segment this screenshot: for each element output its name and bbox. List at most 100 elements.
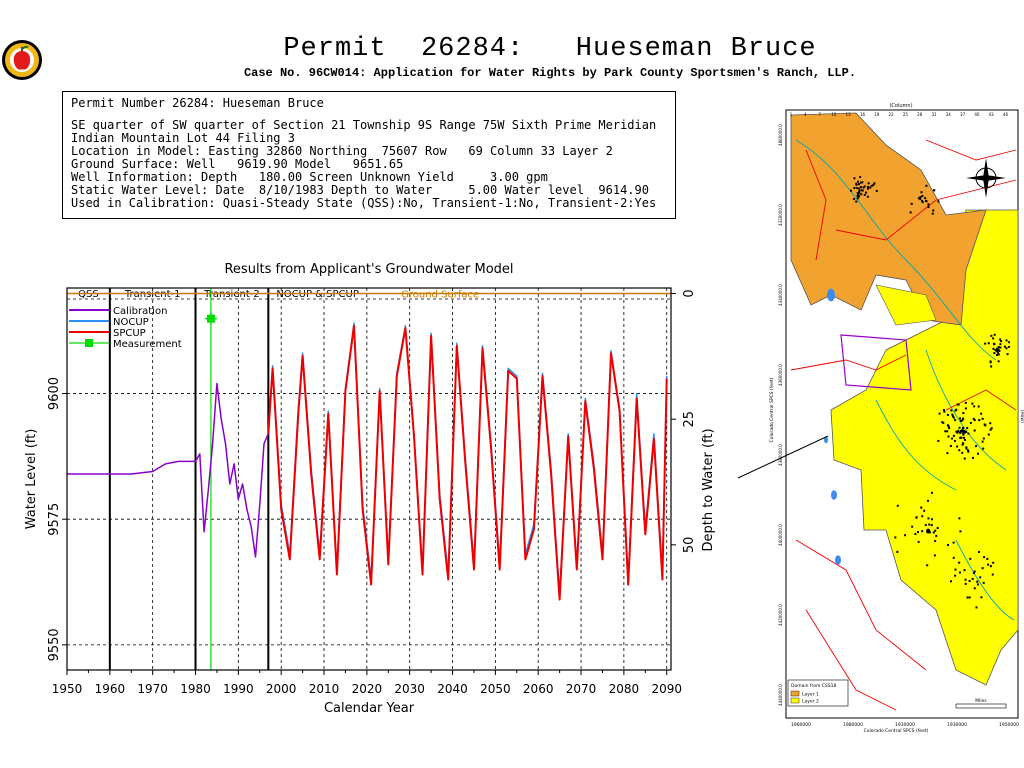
map-well [866,195,869,198]
map-legend-label: Layer 1 [802,692,819,698]
map-lake [835,555,841,565]
map-well [958,561,961,564]
map-well [865,191,868,194]
map-well [983,556,986,559]
map-well [856,197,859,200]
map-well [960,436,963,439]
map-well [936,527,939,530]
map-well [927,499,930,502]
map-legend-swatch [790,697,800,704]
map-well [1006,353,1009,356]
map-well [969,421,972,424]
map-well [931,212,934,215]
map-well [941,421,944,424]
map-well [947,425,950,428]
y2-tick-label: 50 [682,537,697,554]
map-well [965,446,968,449]
legend-label-calibration: Calibration [113,306,167,317]
map-well [896,504,899,507]
map-well [959,417,962,420]
map-well [961,430,964,433]
map-well [863,185,866,188]
map-well [964,578,967,581]
map-well [904,534,907,537]
map-column-number: 7 [818,112,821,117]
map-well [856,180,859,183]
map-well [921,201,924,204]
map-well [996,349,999,352]
map-well [1007,341,1010,344]
page-title: Permit 26284: Hueseman Bruce [283,34,817,64]
map-well [1007,345,1010,348]
map-well [870,184,873,187]
measurement-marker-cross [204,312,217,325]
map-well [994,348,997,351]
map-legend-label: Layer 2 [802,699,819,705]
map-stream [925,349,1007,471]
map-well [952,434,955,437]
x-tick-label: 2050 [480,682,511,696]
map-well [924,523,927,526]
map-well [972,572,975,575]
map-well [951,413,954,416]
map-well [928,531,931,534]
map-well [949,444,952,447]
map-well [855,183,858,186]
map-well [921,195,924,198]
plot-frame [66,287,672,671]
legend-label-measurement: Measurement [113,339,182,350]
map-column-number: 22 [889,112,895,117]
map-well [921,530,924,533]
series-line-spcup [267,324,668,601]
map-top-axis-label: (Column) [889,103,912,109]
map-well [973,570,976,573]
y-tick-label: 9575 [47,503,62,536]
map-well [964,582,967,585]
map-northing-label: 4340000.0 [778,284,783,306]
map-well [972,417,975,420]
map-well [872,183,875,186]
period-label: QSS [78,289,99,300]
map-well [965,447,968,450]
map-well [957,429,960,432]
map-column-number: 16 [860,112,866,117]
map-well [966,427,969,430]
period-label: Transient-1 [124,289,181,300]
map-well [992,337,995,340]
map-well [923,509,926,512]
map-well [996,348,999,351]
map-well [956,431,959,434]
map-well [867,185,870,188]
map-well [917,197,920,200]
map-well [853,198,856,201]
map-well [961,451,964,454]
map-well [932,209,935,212]
map-well [958,517,961,520]
map-well [995,354,998,357]
map-well [915,516,918,519]
map-well [989,565,992,568]
map-northing-label: 4360000.0 [778,364,783,386]
map-well [993,343,996,346]
map-well [968,580,971,583]
map-well [946,430,949,433]
map-well [958,426,961,429]
map-layer2-inlier [875,284,937,326]
logo-emblem [0,38,44,82]
map-well [967,432,970,435]
x-tick-label: 1970 [137,682,168,696]
map-legend-title: Domain from CSS18 [791,683,837,689]
map-column-number: 19 [874,112,880,117]
map-well [859,176,862,179]
map-well [946,452,949,455]
map-well [875,190,878,193]
map-well [951,415,954,418]
map-northing-label: 4380000.0 [778,444,783,466]
map-well [857,183,860,186]
map-well [971,402,974,405]
map-well [927,531,930,534]
map-well [1005,347,1008,350]
y2-tick-label: 25 [682,411,697,428]
